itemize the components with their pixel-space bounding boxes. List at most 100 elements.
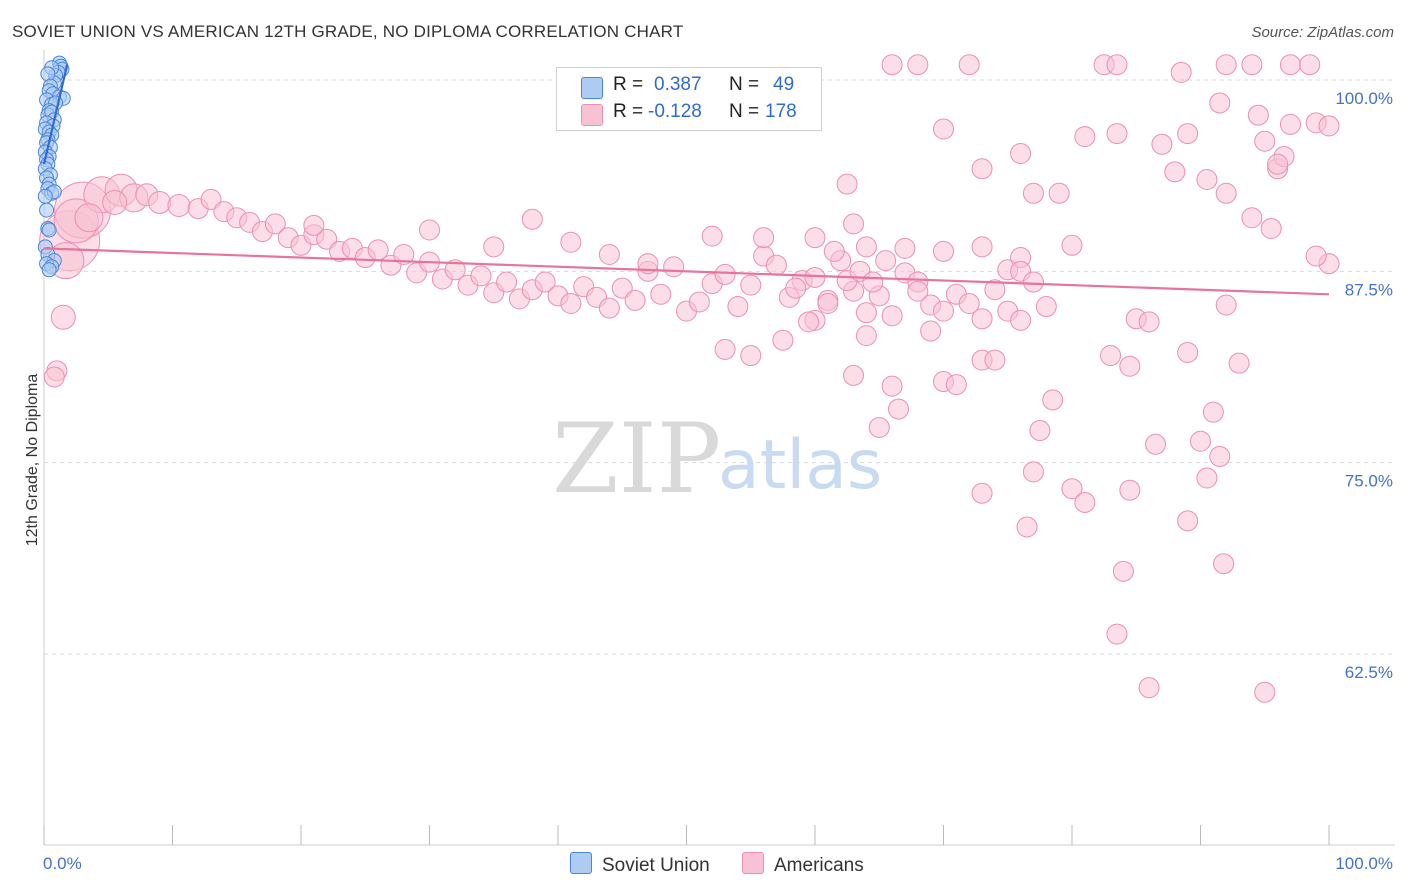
americans-point <box>1112 560 1134 582</box>
americans-point <box>1254 130 1276 152</box>
americans-point <box>1042 389 1064 411</box>
soviet-point <box>40 66 56 82</box>
tick-labels: 62.5% 75.0% 87.5% 100.0% 0.0% 100.0% <box>43 89 1393 873</box>
americans-point <box>560 231 582 253</box>
watermark-zip: ZIP <box>552 403 721 515</box>
americans-point <box>1061 234 1083 256</box>
legend-r-label: R = <box>613 101 644 122</box>
legend-item-americans[interactable]: Americans <box>742 852 864 877</box>
americans-point <box>1305 245 1327 267</box>
americans-point <box>1177 341 1199 363</box>
americans-point <box>1209 446 1231 468</box>
americans-point <box>1260 217 1282 239</box>
americans-point <box>1145 433 1167 455</box>
y-tick-label: 75.0% <box>1345 472 1393 491</box>
americans-point <box>303 214 325 236</box>
watermark-atlas: atlas <box>718 426 882 505</box>
americans-point <box>560 292 582 314</box>
legend-row-soviet: R = 0.387 N = 49 <box>557 74 821 100</box>
americans-point <box>958 54 980 76</box>
soviet-swatch <box>570 852 592 874</box>
americans-point <box>1196 168 1218 190</box>
americans-point <box>470 265 492 287</box>
americans-point <box>1106 54 1128 76</box>
americans-point <box>521 208 543 230</box>
americans-point <box>753 227 775 249</box>
americans-point <box>1177 123 1199 145</box>
americans-point <box>984 349 1006 371</box>
americans-point <box>798 311 820 333</box>
americans-point <box>971 236 993 258</box>
americans-swatch <box>581 104 603 126</box>
legend-n-label: N = <box>729 74 760 95</box>
legend-item-soviet[interactable]: Soviet Union <box>570 852 710 877</box>
americans-point <box>933 240 954 262</box>
soviet-swatch <box>581 77 603 99</box>
americans-point <box>419 219 440 241</box>
legend-row-americans: R = -0.128 N = 178 <box>557 101 821 127</box>
americans-point <box>663 256 685 278</box>
americans-point <box>1151 133 1173 155</box>
americans-point <box>624 289 646 311</box>
americans-point <box>971 308 993 330</box>
soviet-point <box>37 188 53 204</box>
soviet-trend-line <box>42 64 69 165</box>
legend-n-value: 178 <box>765 101 797 122</box>
americans-point <box>855 302 877 324</box>
watermark: ZIP atlas <box>552 403 882 515</box>
americans-point <box>650 283 672 305</box>
americans-point <box>1190 430 1211 452</box>
americans-trend-line <box>43 247 1330 296</box>
americans-point <box>855 325 877 347</box>
americans-point <box>1170 61 1192 83</box>
americans-point <box>740 345 762 367</box>
legend-n-label: N = <box>729 101 760 122</box>
stats-legend: R = 0.387 N = 49 R = -0.128 N = 178 <box>556 67 822 131</box>
americans-point <box>933 300 954 322</box>
americans-point <box>1010 309 1032 331</box>
americans-point <box>1202 401 1224 423</box>
americans-point <box>907 280 929 302</box>
y-tick-label: 87.5% <box>1345 280 1393 299</box>
americans-point <box>933 118 954 140</box>
americans-point <box>945 374 967 396</box>
americans-point <box>1215 182 1237 204</box>
americans-point <box>1318 115 1340 137</box>
americans-point <box>1299 54 1321 76</box>
americans-point <box>1228 352 1250 374</box>
americans-point <box>888 398 910 420</box>
americans-point <box>804 266 826 288</box>
americans-point <box>772 329 794 351</box>
americans-swatch <box>742 852 764 874</box>
legend-n-value: 49 <box>773 74 795 95</box>
americans-point <box>1029 420 1051 442</box>
americans-point <box>534 271 556 293</box>
soviet-point <box>39 202 55 218</box>
chart-source: Source: ZipAtlas.com <box>1251 24 1394 41</box>
gridlines <box>44 79 1395 655</box>
americans-point <box>598 297 620 319</box>
americans-point <box>823 240 845 262</box>
americans-point <box>200 188 222 210</box>
americans-points <box>39 54 1340 703</box>
americans-point <box>43 366 65 388</box>
legend-americans-label: Americans <box>774 855 864 876</box>
legend-r-value: -0.128 <box>648 101 702 122</box>
americans-point <box>1215 294 1237 316</box>
americans-point <box>611 277 633 299</box>
americans-point <box>875 250 897 272</box>
americans-point <box>1209 92 1231 114</box>
soviet-point <box>41 222 57 238</box>
americans-point <box>907 54 929 76</box>
americans-point <box>727 296 749 318</box>
americans-point <box>1074 126 1096 148</box>
americans-point <box>316 228 338 250</box>
americans-point <box>1164 161 1186 183</box>
legend-soviet-label: Soviet Union <box>602 855 710 876</box>
americans-point <box>1177 510 1199 532</box>
americans-point <box>1061 478 1083 500</box>
americans-point <box>855 236 877 258</box>
americans-point <box>1106 623 1128 645</box>
soviet-point <box>41 262 57 278</box>
